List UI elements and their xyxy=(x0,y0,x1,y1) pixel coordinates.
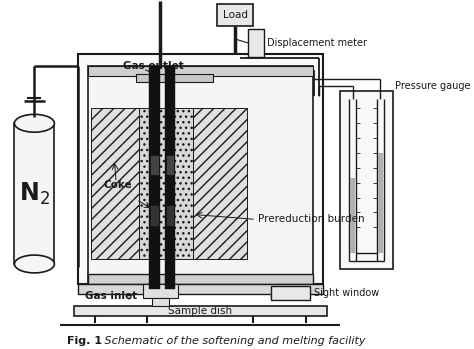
Ellipse shape xyxy=(14,255,55,273)
Bar xyxy=(166,155,174,175)
Bar xyxy=(88,66,312,284)
Bar xyxy=(73,306,328,315)
Bar xyxy=(152,298,169,306)
Text: N$_2$: N$_2$ xyxy=(19,180,50,207)
Bar xyxy=(217,4,254,26)
Bar xyxy=(378,153,383,253)
Bar xyxy=(78,54,323,284)
Bar xyxy=(149,66,160,289)
Text: Load: Load xyxy=(223,10,248,20)
Text: Prereduction burden: Prereduction burden xyxy=(258,214,365,224)
Text: Gas outlet: Gas outlet xyxy=(123,61,184,71)
Text: Sight window: Sight window xyxy=(314,288,380,298)
Text: Fig. 1: Fig. 1 xyxy=(66,336,101,346)
Text: Coke: Coke xyxy=(104,180,133,190)
Text: Pressure gauge: Pressure gauge xyxy=(395,81,471,91)
Bar xyxy=(248,29,264,57)
Bar xyxy=(271,286,310,300)
Bar xyxy=(143,284,178,298)
Bar xyxy=(166,205,174,227)
Text: Schematic of the softening and melting facility: Schematic of the softening and melting f… xyxy=(94,336,366,346)
Bar xyxy=(150,205,159,227)
Bar xyxy=(150,155,159,175)
Bar xyxy=(139,109,192,259)
Bar xyxy=(91,109,139,259)
Bar xyxy=(136,74,213,82)
Text: Sample dish: Sample dish xyxy=(168,306,232,315)
Bar xyxy=(78,284,323,294)
Text: Displacement meter: Displacement meter xyxy=(267,38,367,48)
Bar xyxy=(165,66,175,289)
Text: Gas inlet: Gas inlet xyxy=(85,291,137,301)
Bar xyxy=(350,178,355,253)
Ellipse shape xyxy=(14,114,55,132)
Bar xyxy=(340,91,392,269)
Bar xyxy=(88,274,312,284)
Bar xyxy=(88,66,312,76)
Bar xyxy=(14,123,55,264)
Bar xyxy=(192,109,247,259)
